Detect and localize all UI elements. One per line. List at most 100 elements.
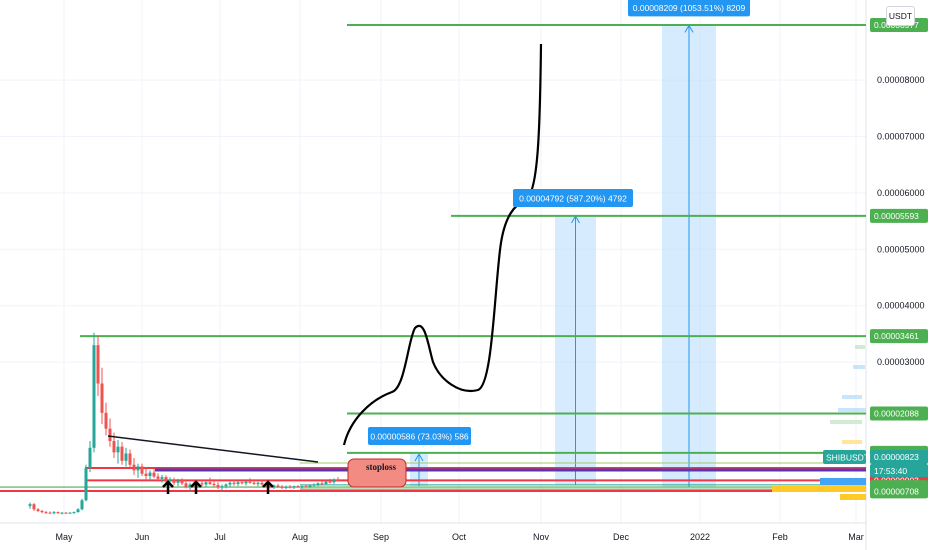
candle-body: [232, 482, 236, 484]
candle-body: [144, 473, 148, 477]
candle-body: [292, 486, 296, 488]
candle-body: [200, 483, 204, 485]
candle-body: [328, 481, 332, 483]
x-axis-tick-label: 2022: [690, 532, 710, 542]
candle-body: [160, 477, 164, 479]
candle-body: [324, 481, 328, 484]
candle-body: [84, 468, 88, 501]
up-arrow-icon: [162, 480, 174, 494]
x-axis-tick-label: Jul: [214, 532, 226, 542]
price-level-tag: [870, 329, 928, 344]
price-level-tag-text: 0.00003461: [874, 331, 919, 341]
candle-body: [296, 486, 300, 488]
volume-profile-bar: [838, 408, 866, 412]
price-level-tag: [870, 484, 928, 499]
stoploss-box[interactable]: [347, 458, 407, 488]
countdown-tag: [870, 464, 928, 477]
candle-body: [252, 482, 256, 484]
candle-body: [136, 466, 140, 471]
candle-body: [316, 483, 320, 485]
candle-body: [176, 480, 180, 483]
x-axis-tick-label: Nov: [533, 532, 550, 542]
candle-body: [172, 479, 176, 483]
volume-profile-bar: [842, 395, 862, 399]
x-axis-tick-label: Jun: [135, 532, 150, 542]
price-level-tag-text: 0.00000708: [874, 486, 919, 496]
candle-body: [96, 345, 100, 384]
y-axis-tick-label: 0.00004000: [877, 301, 925, 311]
measurement-label: 0.00008209 (1053.51%) 8209: [633, 3, 746, 13]
candle-body: [336, 479, 340, 482]
up-arrow-icon: [190, 480, 202, 494]
volume-profile-bar: [840, 494, 866, 500]
volume-profile-bar: [830, 420, 862, 424]
candle-body: [140, 466, 144, 474]
candle-body: [260, 482, 264, 485]
candle-body: [64, 512, 68, 514]
volume-profile-bar: [820, 478, 866, 485]
symbol-tag: [823, 450, 866, 464]
volume-profile-bar: [853, 365, 865, 369]
currency-selector[interactable]: USDT: [886, 6, 915, 26]
projection-curve[interactable]: [342, 43, 543, 446]
price-level-tag-text: 0.00002088: [874, 409, 919, 419]
candle-body: [92, 345, 96, 448]
x-axis-tick-label: Feb: [772, 532, 788, 542]
y-axis-tick-label: 0.00008000: [877, 75, 925, 85]
x-axis-tick-label: Mar: [848, 532, 864, 542]
candle-body: [116, 446, 120, 453]
candle-body: [156, 476, 160, 479]
candle-body: [240, 482, 244, 484]
countdown-text: 17:53:40: [874, 466, 907, 476]
candle-body: [124, 453, 128, 461]
candle-body: [72, 512, 76, 514]
candle-body: [152, 472, 156, 477]
candle-body: [308, 485, 312, 487]
candle-body: [320, 483, 324, 485]
candle-body: [236, 482, 240, 484]
candle-body: [88, 447, 92, 469]
candle-body: [104, 412, 108, 429]
measurement-label-bg: [513, 189, 633, 208]
measurement-label-bg: [628, 0, 750, 17]
price-level-tag: [870, 450, 928, 464]
candle-body: [204, 482, 208, 485]
candle-body: [248, 481, 252, 483]
candle-body: [32, 504, 36, 510]
symbol-tag-text: SHIBUSDT: [826, 453, 869, 463]
y-axis-tick-label: 0.00003000: [877, 357, 925, 367]
candle-body: [28, 504, 32, 506]
candle-body: [208, 482, 212, 484]
volume-profile-bar: [772, 486, 866, 492]
candle-body: [52, 512, 56, 514]
x-axis-tick-label: Dec: [613, 532, 630, 542]
candle-body: [216, 485, 220, 488]
trendline[interactable]: [107, 435, 319, 463]
candle-body: [184, 483, 188, 487]
candle-body: [168, 479, 172, 482]
measurement-arrow-head: [414, 452, 424, 462]
candle-body: [164, 477, 168, 482]
candle-body: [44, 512, 48, 514]
x-axis-tick-label: Sep: [373, 532, 389, 542]
candle-body: [148, 472, 152, 477]
candle-body: [60, 512, 64, 514]
candle-body: [284, 486, 288, 488]
price-level-tag-text: 0.00005593: [874, 211, 919, 221]
candle-body: [80, 500, 84, 510]
y-axis-tick-label: 0.00005000: [877, 244, 925, 254]
candle-body: [268, 485, 272, 487]
price-level-tag-text: 0.00000823: [874, 452, 919, 462]
candle-body: [256, 482, 260, 484]
candle-body: [280, 486, 284, 488]
candle-body: [228, 482, 232, 485]
candle-body: [276, 485, 280, 487]
candle-body: [108, 428, 112, 442]
candle-body: [180, 480, 184, 484]
candle-body: [312, 484, 316, 486]
candle-body: [128, 453, 132, 465]
candle-body: [272, 485, 276, 487]
candle-body: [244, 481, 248, 484]
candle-body: [212, 483, 216, 486]
